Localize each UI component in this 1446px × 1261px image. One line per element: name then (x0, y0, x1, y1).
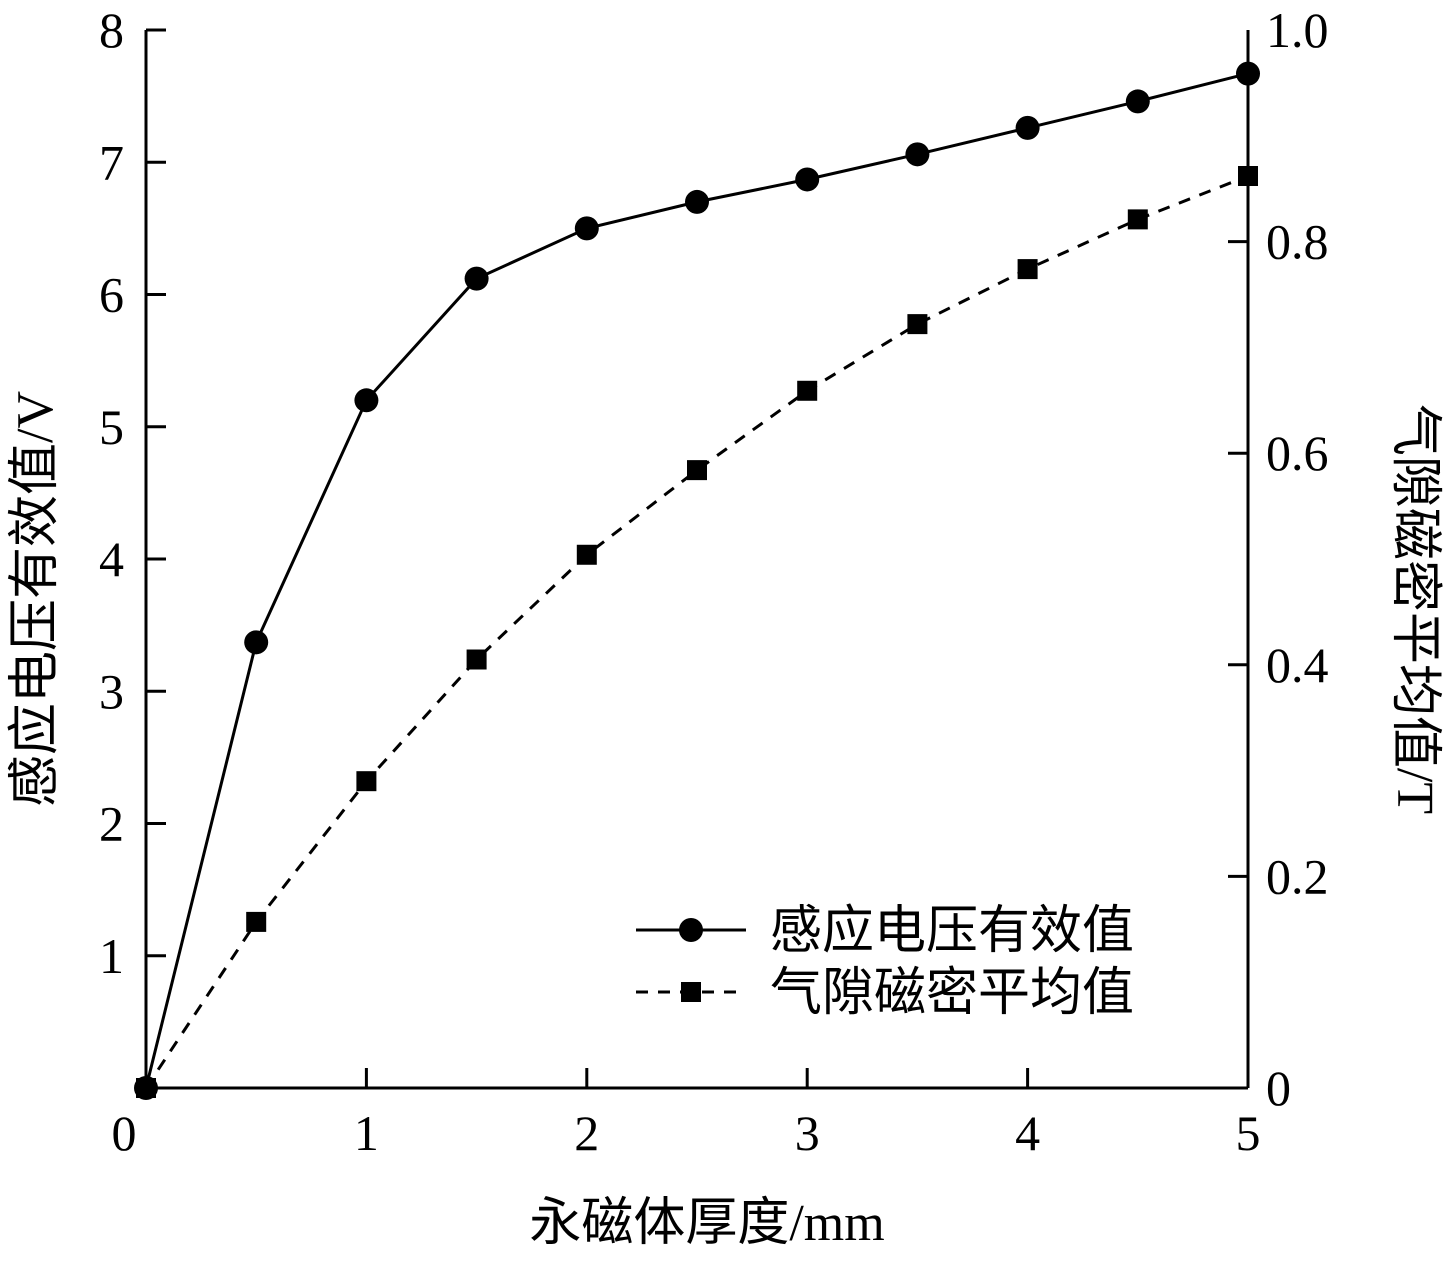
data-point-square (797, 380, 818, 401)
data-point-circle (244, 630, 269, 655)
data-point-square (466, 649, 487, 670)
data-point-circle (354, 388, 379, 413)
data-point-square (1127, 209, 1148, 230)
data-point-square (1017, 259, 1038, 280)
right-y-axis-title: 气隙磁密平均值/T (1386, 404, 1443, 814)
left-y-tick-label: 6 (99, 267, 124, 323)
left-y-tick-label: 4 (99, 531, 124, 587)
data-point-circle (905, 142, 930, 167)
data-point-circle (1236, 61, 1260, 86)
data-point-square (907, 314, 928, 335)
legend-marker-square (681, 982, 701, 1002)
x-tick-label: 3 (795, 1105, 820, 1161)
data-point-circle (1015, 115, 1040, 140)
legend-label: 感应电压有效值 (770, 903, 1134, 960)
x-axis-title: 永磁体厚度/mm (529, 1195, 884, 1252)
series-line (144, 174, 1249, 1089)
left-y-tick-label: 1 (99, 928, 124, 984)
data-point-square (356, 771, 377, 792)
x-tick-label: 0 (112, 1105, 137, 1161)
x-tick-label: 5 (1236, 1105, 1261, 1161)
data-point-square (246, 911, 267, 932)
left-y-tick-label: 7 (99, 134, 124, 190)
left-y-tick-label: 3 (99, 663, 124, 719)
left-y-tick-label: 8 (99, 2, 124, 58)
data-point-square (576, 544, 597, 565)
data-point-circle (464, 266, 489, 291)
left-y-tick-label: 5 (99, 399, 124, 455)
data-point-circle (685, 189, 709, 214)
x-tick-label: 4 (1015, 1105, 1040, 1161)
left-y-tick-label: 2 (99, 796, 124, 852)
data-point-square (687, 460, 707, 481)
axes: 0 1 2 3 4 5 1 2 3 4 5 6 7 8 0 0.2 0.4 0.6 0.8 1.0 (99, 2, 1329, 1161)
data-point-circle (574, 216, 599, 241)
data-point-square (136, 1078, 156, 1098)
data-point-circle (1125, 89, 1150, 114)
data-point-square (1238, 166, 1258, 187)
series-layer (134, 61, 1260, 1100)
right-y-tick-label: 0.6 (1266, 425, 1329, 481)
right-y-tick-label: 1.0 (1266, 2, 1329, 58)
legend-marker-circle (679, 918, 703, 942)
x-tick-label: 1 (354, 1105, 379, 1161)
left-y-axis-title: 感应电压有效值/V (7, 391, 64, 807)
legend-label: 气隙磁密平均值 (770, 965, 1134, 1022)
right-y-tick-label: 0 (1266, 1060, 1291, 1116)
right-y-tick-label: 0.4 (1266, 637, 1329, 693)
right-y-tick-label: 0.2 (1266, 848, 1329, 904)
data-point-circle (795, 167, 820, 192)
right-y-tick-label: 0.8 (1266, 214, 1329, 270)
x-tick-label: 2 (574, 1105, 599, 1161)
